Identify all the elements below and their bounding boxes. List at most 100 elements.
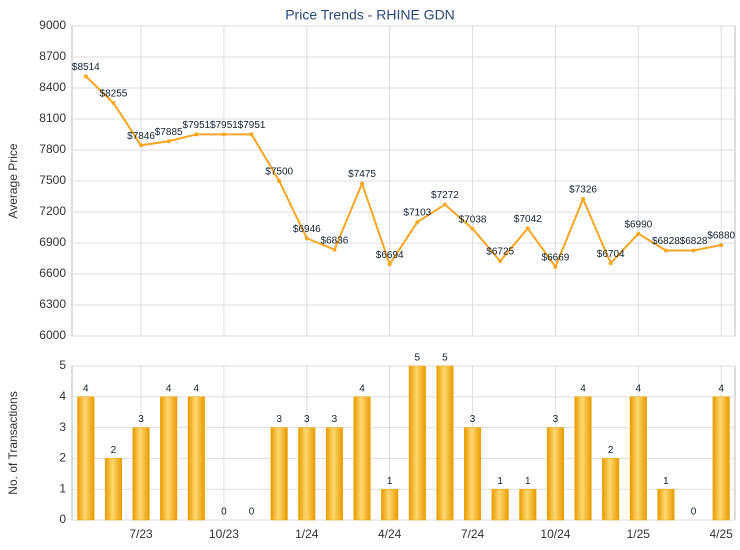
data-label: 4 [194, 383, 200, 394]
data-label: 4 [359, 383, 365, 394]
bar [104, 458, 122, 521]
data-label: 0 [691, 507, 697, 518]
point [83, 74, 88, 79]
point [525, 226, 530, 231]
data-label: $6828 [680, 236, 708, 247]
bar [491, 488, 509, 521]
x-tick-label: 7/24 [461, 527, 485, 541]
data-label: 2 [111, 445, 117, 456]
bar [381, 488, 399, 521]
data-label: 1 [663, 476, 669, 487]
bar [657, 488, 675, 521]
point [691, 248, 696, 253]
bar [602, 458, 620, 521]
data-label: 3 [332, 414, 338, 425]
bar [464, 427, 482, 521]
point [415, 220, 420, 225]
data-label: $6725 [486, 247, 514, 258]
y-tick-label: 8700 [39, 49, 66, 63]
y-tick-label: 7500 [39, 173, 66, 187]
data-label: $6828 [652, 236, 680, 247]
y-tick-label: 6600 [39, 266, 66, 280]
data-label: $7103 [403, 208, 431, 219]
data-label: 1 [497, 476, 503, 487]
bar [353, 396, 371, 521]
point [277, 179, 282, 183]
data-label: $6669 [542, 253, 570, 264]
y-axis-label: Average Price [6, 143, 20, 218]
data-label: 1 [387, 476, 393, 487]
data-label: $7042 [514, 214, 542, 225]
bar [270, 427, 288, 521]
y-tick-label: 8400 [39, 80, 66, 94]
point [166, 139, 171, 144]
y-tick-label: 4 [59, 389, 66, 403]
point [636, 231, 641, 236]
y-tick-label: 0 [59, 512, 66, 526]
bar [408, 365, 426, 521]
x-tick-label: 1/25 [627, 527, 651, 541]
y-tick-label: 8100 [39, 111, 66, 125]
data-label: $6836 [321, 235, 349, 246]
point [332, 247, 337, 252]
point [139, 143, 144, 148]
data-label: $6704 [597, 249, 625, 260]
bar [160, 396, 178, 521]
data-label: $7846 [127, 131, 155, 142]
point [663, 248, 668, 253]
data-label: 1 [525, 476, 531, 487]
x-tick-label: 1/24 [295, 527, 319, 541]
bar [436, 365, 454, 521]
data-label: $7951 [210, 120, 238, 131]
bar [187, 396, 205, 521]
data-label: 3 [304, 414, 310, 425]
bar [298, 427, 316, 521]
x-tick-label: 7/23 [129, 527, 153, 541]
data-label: 0 [249, 507, 255, 518]
bar [77, 396, 95, 521]
y-tick-label: 3 [59, 420, 66, 434]
data-label: 3 [138, 414, 144, 425]
point [194, 132, 199, 137]
data-label: $8514 [72, 62, 100, 73]
plot-area [71, 365, 736, 521]
data-label: 3 [553, 414, 559, 425]
bar [629, 396, 647, 521]
data-label: $6694 [376, 250, 404, 261]
data-label: $8255 [100, 89, 128, 100]
y-tick-label: 5 [59, 358, 66, 372]
data-label: 3 [470, 414, 476, 425]
data-label: $7951 [182, 120, 210, 131]
point [498, 259, 503, 264]
price-line [85, 75, 722, 269]
y-tick-label: 6900 [39, 235, 66, 249]
bar [132, 427, 150, 521]
point [249, 132, 254, 137]
data-label: $7951 [238, 120, 266, 131]
bar [712, 396, 730, 521]
data-label: $7885 [155, 127, 183, 138]
data-label: 4 [580, 383, 586, 394]
data-label: $6880 [707, 231, 735, 242]
data-label: 4 [718, 383, 724, 394]
y-tick-label: 1 [59, 481, 66, 495]
y-tick-label: 6300 [39, 297, 66, 311]
data-label: 5 [442, 353, 448, 364]
y-axis-label: No. of Transactions [6, 391, 20, 494]
bar [546, 427, 564, 521]
chart-title: Price Trends - RHINE GDN [285, 7, 455, 23]
y-tick-label: 2 [59, 451, 66, 465]
data-label: $7272 [431, 190, 459, 201]
bar [574, 396, 592, 521]
data-label: $7038 [459, 214, 487, 225]
y-tick-label: 7200 [39, 204, 66, 218]
data-label: $7326 [569, 185, 597, 196]
point [111, 100, 116, 105]
data-label: 4 [83, 383, 89, 394]
y-tick-label: 9000 [39, 18, 66, 32]
point [304, 236, 309, 241]
point [442, 202, 447, 207]
data-label: $7475 [348, 169, 376, 180]
data-label: $6946 [293, 224, 321, 235]
